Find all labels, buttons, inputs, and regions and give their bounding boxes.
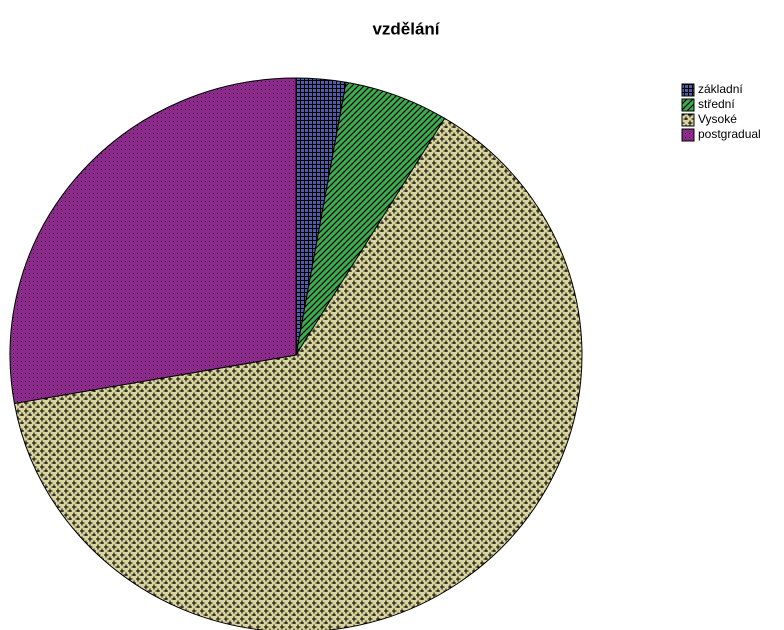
- legend-swatch: [681, 83, 695, 97]
- pie: [9, 77, 583, 630]
- pie-slice: [9, 77, 297, 405]
- legend-swatch: [681, 98, 695, 112]
- chart-title: vzdělání: [372, 19, 440, 38]
- legend-label: postgradual: [698, 127, 761, 141]
- legend-swatch: [681, 128, 695, 142]
- pie-slice: [13, 117, 583, 630]
- legend-label: střední: [698, 97, 735, 111]
- legend-label: základní: [698, 82, 743, 96]
- legend-label: Vysoké: [698, 112, 737, 126]
- legend-swatch: [681, 113, 695, 127]
